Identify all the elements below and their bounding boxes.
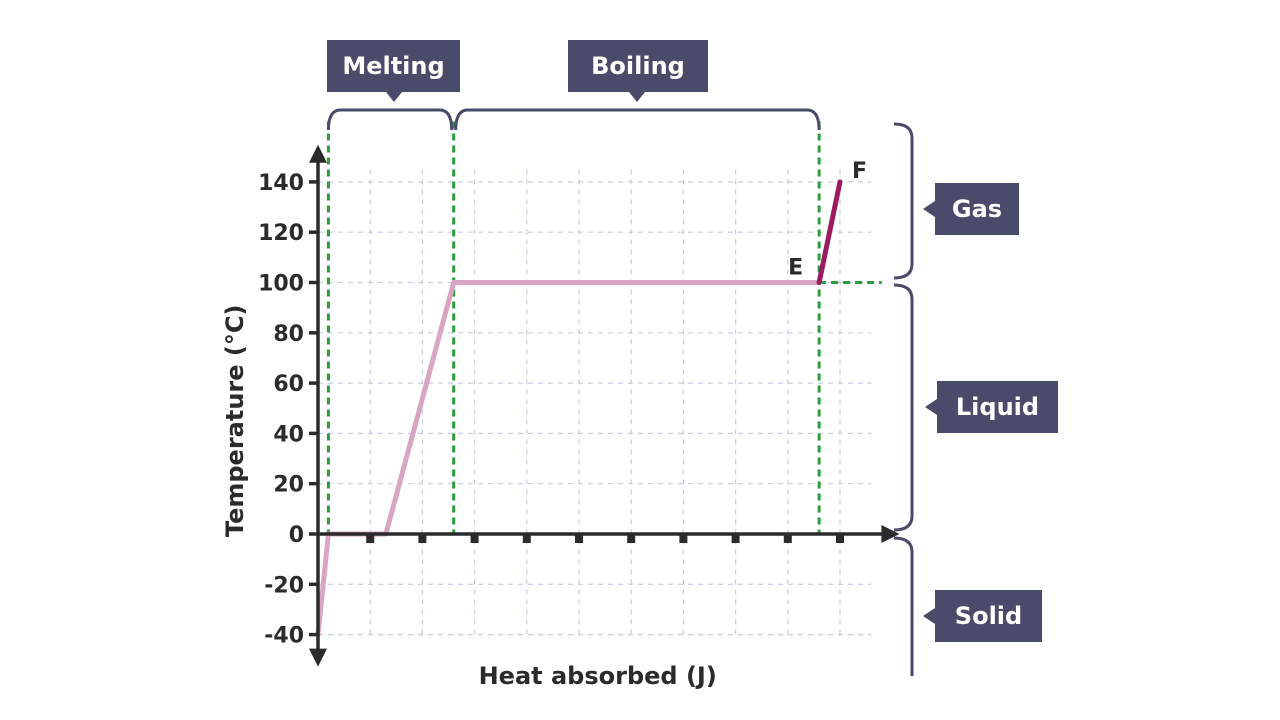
point-label-e: E — [788, 256, 803, 281]
tag-liquid-bg — [937, 381, 1058, 433]
y-tick-label: 20 — [273, 473, 304, 498]
x-axis-title: Heat absorbed (J) — [479, 662, 717, 690]
tag-melting-pointer — [386, 92, 402, 102]
y-tick-label: -20 — [264, 573, 304, 598]
x-tick — [470, 534, 479, 543]
tag-solid-pointer — [923, 608, 935, 624]
x-tick — [731, 534, 740, 543]
top-bracket-melting — [326, 108, 454, 131]
y-axis-arrow-up — [309, 144, 327, 163]
x-axis-arrow — [881, 525, 900, 543]
y-tick-label: 120 — [258, 221, 304, 246]
right-bracket-solid — [893, 536, 914, 676]
tag-gas: Gas — [952, 195, 1002, 223]
right-bracket-liquid — [893, 283, 914, 532]
tag-gas-bg — [935, 183, 1019, 235]
tag-boiling-pointer — [629, 92, 645, 102]
tag-gas-pointer — [923, 201, 935, 217]
point-label-f: F — [852, 159, 867, 184]
right-bracket-gas — [893, 122, 914, 280]
top-bracket-boiling — [454, 108, 821, 131]
tag-melting-bg — [327, 40, 460, 92]
y-tick-label: 40 — [273, 422, 304, 447]
y-tick-label: 80 — [273, 322, 304, 347]
tag-solid-bg — [935, 590, 1042, 642]
x-tick — [679, 534, 688, 543]
y-tick-label: 140 — [258, 171, 304, 196]
series-line-1 — [315, 280, 822, 638]
x-tick — [522, 534, 531, 543]
y-tick-label: 60 — [273, 372, 304, 397]
tag-boiling: Boiling — [591, 52, 685, 80]
y-tick-label: -40 — [264, 624, 304, 649]
x-tick — [627, 534, 636, 543]
y-axis-title: Temperature (°C) — [221, 305, 249, 538]
y-axis-arrow-down — [309, 648, 327, 667]
series-line-2 — [816, 179, 843, 285]
tag-liquid-pointer — [925, 399, 937, 415]
tag-boiling-bg — [568, 40, 708, 92]
tag-melting: Melting — [342, 52, 444, 80]
x-tick — [783, 534, 792, 543]
y-tick-label: 0 — [289, 523, 304, 548]
x-tick — [836, 534, 844, 543]
tag-solid: Solid — [955, 602, 1022, 630]
tag-liquid: Liquid — [956, 393, 1039, 421]
y-tick-label: 100 — [258, 272, 304, 297]
x-tick — [575, 534, 583, 543]
x-tick — [418, 534, 427, 543]
x-tick — [366, 534, 375, 543]
